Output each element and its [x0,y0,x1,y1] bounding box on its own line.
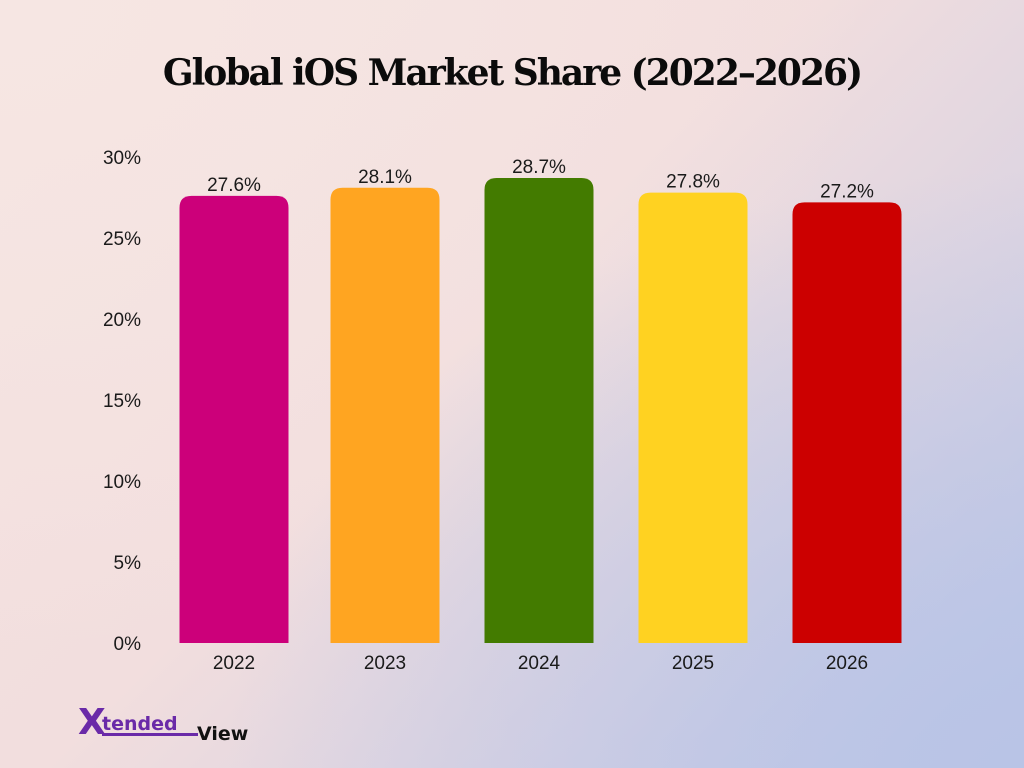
x-tick-label: 2026 [826,653,868,674]
y-tick-label: 30% [103,148,141,169]
y-tick-label: 0% [114,634,142,655]
y-tick-label: 15% [103,391,141,412]
data-label: 27.8% [666,172,720,193]
svg-text:tended: tended [102,713,178,735]
svg-text:X: X [78,702,106,743]
data-label: 27.2% [820,181,874,202]
data-label: 27.6% [207,175,261,196]
y-tick-label: 20% [103,310,141,331]
svg-text:View: View [197,723,248,745]
x-tick-label: 2022 [213,653,255,674]
y-axis: 0% 5% 10% 15% 20% 25% 30% [103,148,141,655]
data-label: 28.7% [512,157,566,178]
bar-2026 [792,202,902,644]
bar-series: 27.6% 28.1% 28.7% 27.8% 27.2% [179,157,902,644]
bar-2024 [484,178,594,643]
bar-2025 [638,192,748,643]
bar-2023 [330,187,440,643]
data-label: 28.1% [358,167,412,188]
xtendedview-logo: X tended View [78,702,248,745]
chart-title: Global iOS Market Share (2022–2026) [162,52,863,94]
y-tick-label: 5% [114,553,142,574]
x-tick-label: 2025 [672,653,714,674]
x-tick-label: 2024 [518,653,561,674]
bar-2022 [179,195,289,643]
x-tick-label: 2023 [364,653,406,674]
y-tick-label: 10% [103,472,141,493]
y-tick-label: 25% [103,229,141,250]
x-axis: 2022 2023 2024 2025 2026 [213,653,868,674]
